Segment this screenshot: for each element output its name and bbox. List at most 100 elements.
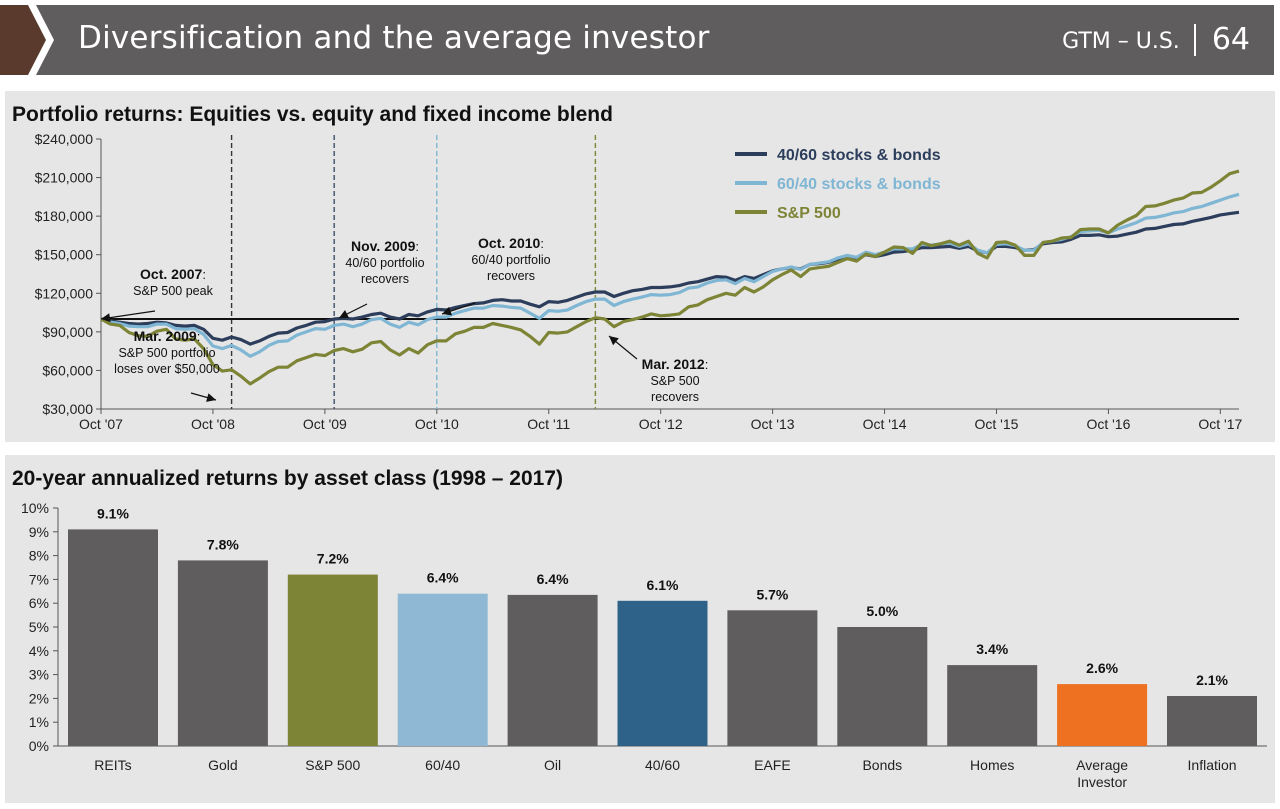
region-label: GTM – U.S. — [1062, 29, 1180, 54]
header-divider — [1193, 23, 1196, 56]
bar — [68, 529, 158, 746]
line-y-tick-label: $90,000 — [42, 324, 93, 340]
bar-category-label: 60/40 — [425, 757, 460, 773]
line-x-tick-label: Oct '16 — [1086, 416, 1130, 432]
bar-y-tick-label: 9% — [29, 524, 49, 540]
header-meta: GTM – U.S. 64 — [1062, 22, 1250, 57]
bar-category-label: Investor — [1077, 774, 1127, 790]
bar-y-tick-label: 4% — [29, 643, 49, 659]
annotation-arrowhead — [609, 336, 619, 346]
line-chart-title: Portfolio returns: Equities vs. equity a… — [12, 103, 613, 126]
annotation-arrowhead — [206, 393, 216, 402]
bar — [837, 627, 928, 746]
bar-value-label: 2.6% — [1086, 660, 1118, 676]
bar-value-label: 6.4% — [537, 571, 569, 587]
annotation-text: S&P 500 — [650, 374, 699, 388]
bar-y-tick-label: 6% — [29, 595, 49, 611]
legend-label: 60/40 stocks & bonds — [777, 176, 941, 193]
bar-category-label: Average — [1076, 757, 1128, 773]
bar-category-label: Bonds — [862, 757, 902, 773]
annotation-text: loses over $50,000 — [114, 362, 220, 376]
annotation-text: 40/60 portfolio — [345, 256, 424, 270]
annotation-arrowhead — [442, 306, 452, 316]
bar — [397, 593, 488, 746]
line-x-tick-label: Oct '09 — [303, 416, 347, 432]
bar-y-tick-label: 5% — [29, 619, 49, 635]
series-line-1 — [100, 192, 1240, 358]
line-y-tick-label: $120,000 — [35, 285, 94, 301]
asset-class-returns-chart: 20-year annualized returns by asset clas… — [12, 467, 1267, 790]
line-y-tick-label: $240,000 — [35, 131, 94, 147]
series-line-0 — [100, 210, 1240, 346]
portfolio-returns-chart: Portfolio returns: Equities vs. equity a… — [12, 103, 1243, 432]
annotation: Nov. 2009: 40/60 portfolio recovers — [338, 238, 425, 319]
line-y-tick-label: $210,000 — [35, 170, 94, 186]
annotation-text: S&P 500 portfolio — [118, 346, 215, 360]
legend-label: 40/60 stocks & bonds — [777, 147, 941, 164]
line-x-tick-label: Oct '07 — [79, 416, 123, 432]
bar-y-tick-label: 3% — [29, 667, 49, 683]
annotation-heading: Mar. 2012: — [642, 356, 709, 372]
bar — [1167, 696, 1257, 746]
bar-value-label: 3.4% — [976, 641, 1008, 657]
bar — [617, 600, 708, 746]
annotation-heading: Mar. 2009: — [134, 328, 201, 344]
bar-category-label: Gold — [208, 757, 238, 773]
slide-header: Diversification and the average investor… — [0, 0, 1280, 80]
bar — [1057, 684, 1148, 746]
bar-value-label: 7.8% — [207, 536, 239, 552]
bar-category-label: Oil — [544, 757, 561, 773]
bar-category-label: S&P 500 — [305, 757, 360, 773]
line-x-tick-label: Oct '12 — [639, 416, 683, 432]
bar-category-label: REITs — [94, 757, 131, 773]
bar-value-label: 5.0% — [866, 603, 898, 619]
line-y-tick-label: $60,000 — [42, 362, 93, 378]
bar-category-label: Homes — [970, 757, 1014, 773]
annotation-heading: Oct. 2010: — [478, 235, 544, 251]
annotation-text: S&P 500 peak — [133, 284, 213, 298]
bar — [507, 594, 598, 746]
annotation-arrowhead — [339, 310, 350, 318]
bar-value-label: 9.1% — [97, 505, 129, 521]
annotation-text: recovers — [651, 390, 699, 404]
line-x-tick-label: Oct '11 — [527, 416, 570, 432]
line-y-tick-label: $150,000 — [35, 247, 94, 263]
bar-category-label: 40/60 — [645, 757, 680, 773]
bar — [947, 665, 1038, 746]
line-x-tick-label: Oct '13 — [751, 416, 795, 432]
annotation: Mar. 2012: S&P 500 recovers — [608, 335, 709, 404]
annotation: Oct. 2010: 60/40 portfolio recovers — [441, 235, 551, 316]
annotation: Mar. 2009: S&P 500 portfolio loses over $5… — [114, 328, 220, 402]
header-arrow-accent — [0, 5, 46, 75]
line-x-tick-label: Oct '10 — [415, 416, 459, 432]
bar-y-tick-label: 1% — [29, 714, 49, 730]
annotation-heading: Oct. 2007: — [140, 266, 206, 282]
bar-chart-panel: 20-year annualized returns by asset clas… — [5, 455, 1275, 803]
series-line-2 — [100, 169, 1240, 386]
bar — [287, 574, 378, 746]
legend-label: S&P 500 — [777, 205, 841, 222]
bar — [177, 560, 268, 746]
bar-category-label: Inflation — [1188, 757, 1237, 773]
annotation-text: 60/40 portfolio — [471, 253, 550, 267]
line-x-tick-label: Oct '14 — [863, 416, 907, 432]
line-x-tick-label: Oct '17 — [1198, 416, 1242, 432]
page-number: 64 — [1211, 22, 1250, 57]
line-y-tick-label: $30,000 — [42, 401, 93, 417]
bar-y-tick-label: 2% — [29, 690, 49, 706]
bar-chart-title: 20-year annualized returns by asset clas… — [12, 467, 563, 490]
bar-value-label: 6.1% — [647, 577, 679, 593]
bar-value-label: 2.1% — [1196, 672, 1228, 688]
header-banner — [0, 5, 1274, 75]
annotation-heading: Nov. 2009: — [351, 238, 419, 254]
bar-value-label: 5.7% — [756, 586, 788, 602]
annotation-arrow — [100, 310, 156, 320]
annotation-text: recovers — [487, 269, 535, 283]
line-x-tick-label: Oct '15 — [975, 416, 1019, 432]
bar-y-tick-label: 10% — [21, 500, 49, 516]
bar-y-tick-label: 0% — [29, 738, 49, 754]
bar-y-tick-label: 7% — [29, 571, 49, 587]
line-chart-panel: Portfolio returns: Equities vs. equity a… — [5, 91, 1275, 442]
line-y-tick-label: $180,000 — [35, 208, 94, 224]
bar-category-label: EAFE — [754, 757, 791, 773]
